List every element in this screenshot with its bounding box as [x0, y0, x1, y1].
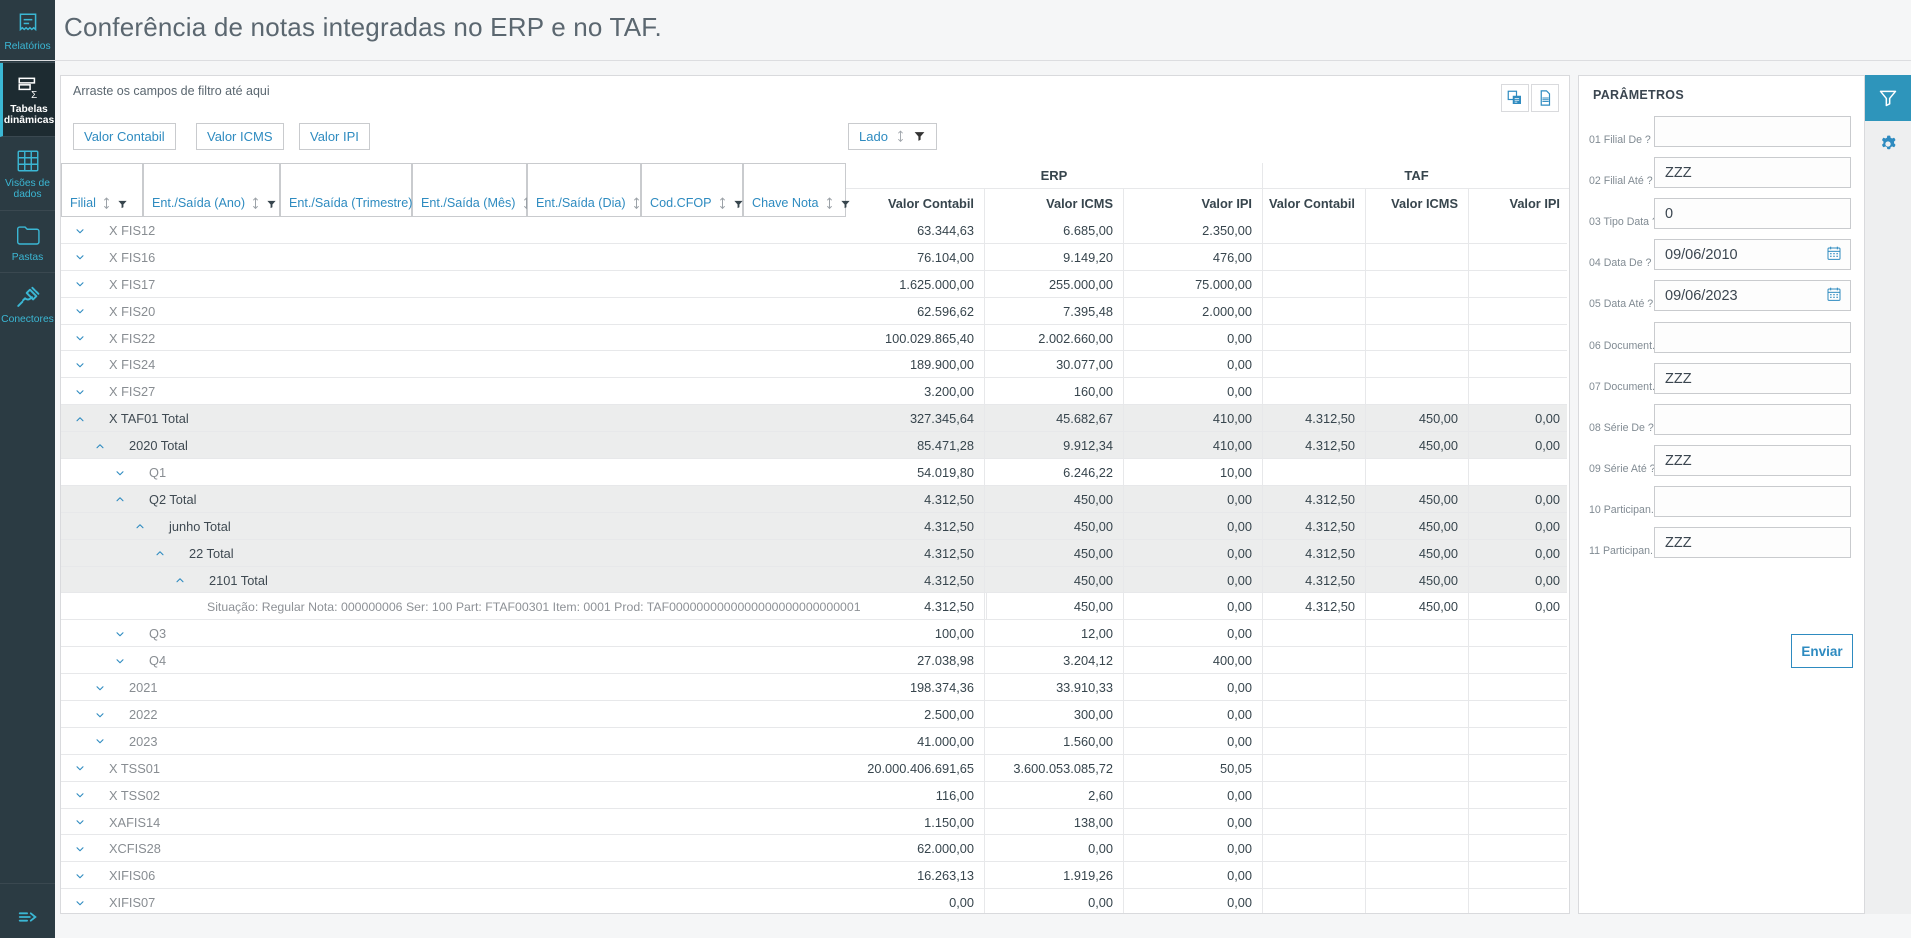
svg-text:Σ: Σ — [31, 89, 37, 99]
